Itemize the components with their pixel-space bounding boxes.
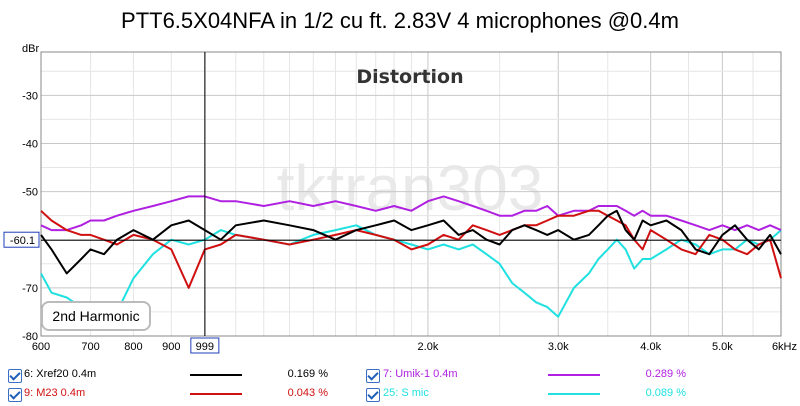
harmonic-label: 2nd Harmonic [41, 301, 151, 331]
y-tick-label: -30 [22, 90, 38, 102]
cursor-y-box [3, 231, 40, 248]
tick-labels: 600 700 800 900 2.0k 3.0k 4.0k 5.0k 6kHz -30 -40 -5… [22, 90, 797, 353]
y-tick-label: -50 [22, 187, 38, 199]
x-tick-label: 800 [124, 341, 142, 353]
series-visibility-checkbox[interactable] [8, 369, 22, 383]
legend-series-value: 0.169 % [287, 368, 328, 380]
y-tick-label: -80 [22, 331, 38, 343]
cursor-y-readout: -60.1 [10, 235, 35, 247]
x-tick-label: 3.0k [548, 341, 569, 353]
x-tick-label: 900 [162, 341, 180, 353]
legend-series-name: 9: M23 0.4m [24, 387, 86, 399]
legend-series-name: 6: Xref20 0.4m [24, 368, 97, 380]
x-tick-label: 6kHz [772, 341, 797, 353]
watermark-text: tktran303 [277, 152, 544, 224]
legend-series-value: 0.289 % [645, 368, 686, 380]
x-tick-label: 4.0k [640, 341, 661, 353]
series-visibility-checkbox[interactable] [366, 388, 380, 402]
legend-series-name: 25: S mic [383, 387, 429, 399]
series-line-1 [40, 209, 782, 275]
cursor-x-box [190, 337, 220, 354]
y-tick-label: -40 [22, 138, 38, 150]
cursor-x-readout: 999 [196, 341, 214, 353]
legend-line-swatch [190, 393, 242, 395]
grid-lines [41, 52, 781, 336]
legend-series-name: 7: Umik-1 0.4m [383, 368, 458, 380]
chart-window-title: PTT6.5X04NFA in 1/2 cu ft. 2.83V 4 micro… [121, 8, 679, 33]
y-tick-label: -70 [22, 283, 38, 295]
y-axis-label: dBr [22, 43, 39, 55]
series-layer [40, 195, 782, 318]
series-visibility-checkbox[interactable] [366, 369, 380, 383]
series-visibility-checkbox[interactable] [8, 388, 22, 402]
x-tick-label: 5.0k [712, 341, 733, 353]
legend-series-value: 0.089 % [645, 387, 686, 399]
legend-line-swatch [548, 393, 600, 395]
x-tick-label: 700 [81, 341, 99, 353]
plot-frame [40, 51, 782, 337]
legend-series-value: 0.043 % [287, 387, 328, 399]
chart-title: Distortion [356, 66, 463, 88]
cursor[interactable]: 999 -60.1 [3, 52, 781, 354]
series-line-2 [40, 195, 782, 232]
legend-line-swatch [190, 374, 242, 376]
harmonic-label-text: 2nd Harmonic [52, 308, 139, 324]
x-tick-label: 600 [32, 341, 50, 353]
series-line-3 [40, 209, 782, 289]
legend-line-swatch [548, 374, 600, 376]
x-tick-label: 2.0k [418, 341, 439, 353]
